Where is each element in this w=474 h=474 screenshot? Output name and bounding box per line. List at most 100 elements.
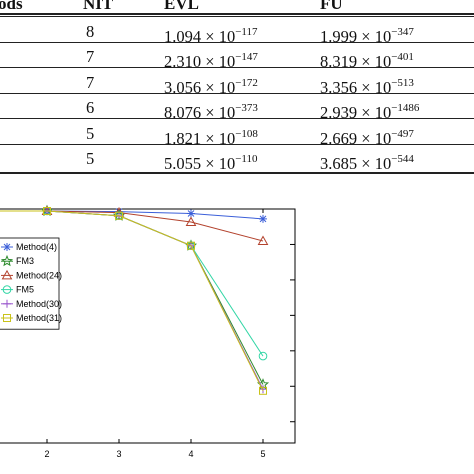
legend-label: Method(31) [16, 313, 62, 323]
times-sign: × [361, 103, 371, 122]
table-bottom-rule [0, 172, 474, 174]
cell-nit: 6 [86, 98, 94, 118]
cell-evl: 3.056 × 10−172 [164, 77, 258, 97]
fu-mantissa: 3.356 [320, 78, 358, 97]
times-sign: × [361, 78, 371, 97]
nit-value: 6 [86, 98, 95, 117]
fu-exponent: −347 [391, 26, 414, 38]
header-methods: ods [0, 0, 23, 13]
cell-evl: 8.076 × 10−373 [164, 102, 258, 122]
times-sign: × [361, 154, 371, 173]
times-sign: × [361, 52, 371, 71]
times-sign: × [205, 103, 215, 122]
cell-nit: 8 [86, 22, 94, 42]
data-point [185, 216, 197, 227]
evl-exponent: −108 [235, 128, 258, 140]
cell-nit: 5 [86, 149, 94, 169]
data-point [259, 215, 267, 223]
table-row-rule [0, 67, 474, 68]
table-header-rule [0, 16, 474, 17]
cell-fu: 3.685 × 10−544 [320, 153, 414, 173]
plot-frame [0, 208, 296, 444]
cell-evl: 1.094 × 10−117 [164, 26, 258, 46]
fu-mantissa: 1.999 [320, 27, 358, 46]
fu-exponent: −497 [391, 128, 414, 140]
data-point [43, 207, 51, 215]
x-tick-label: 3 [116, 449, 121, 459]
header-evl: EVL [164, 0, 199, 13]
evl-mantissa: 2.310 [164, 52, 202, 71]
times-sign: × [205, 154, 215, 173]
cell-nit: 5 [86, 124, 94, 144]
series-line [0, 210, 264, 220]
times-sign: × [205, 78, 215, 97]
data-point [259, 386, 267, 395]
fu-exponent: −1486 [391, 102, 420, 114]
evl-exponent: −373 [235, 102, 258, 114]
chart-legend: Method(4) FM3 Method(24) FM5 Method(30) Metho… [0, 237, 62, 330]
legend-marker [2, 285, 12, 294]
evl-exponent: −110 [235, 153, 258, 165]
evl-exponent: −172 [235, 77, 258, 89]
fu-mantissa: 2.669 [320, 129, 358, 148]
fu-mantissa: 8.319 [320, 52, 358, 71]
cell-evl: 2.310 × 10−147 [164, 51, 258, 71]
data-point [258, 351, 268, 361]
legend-marker [3, 314, 11, 322]
table-row-rule [0, 118, 474, 119]
cell-evl: 1.821 × 10−108 [164, 128, 258, 148]
table-top-rule [0, 13, 474, 15]
legend-marker [1, 269, 13, 280]
series-line [0, 210, 264, 392]
chart-series [0, 204, 270, 395]
times-sign: × [205, 129, 215, 148]
x-tick-label: 4 [188, 449, 193, 459]
x-tick-label: 2 [44, 449, 49, 459]
legend-marker [3, 243, 11, 251]
evl-mantissa: 3.056 [164, 78, 202, 97]
cell-fu: 3.356 × 10−513 [320, 77, 414, 97]
fu-exponent: −401 [391, 51, 414, 63]
fu-exponent: −513 [391, 77, 414, 89]
cell-fu: 2.669 × 10−497 [320, 128, 414, 148]
legend-label: Method(30) [16, 299, 62, 309]
x-tick-label: 5 [260, 449, 265, 459]
times-sign: × [361, 129, 371, 148]
header-nit: NIT [83, 0, 114, 13]
cell-evl: 5.055 × 10−110 [164, 153, 258, 173]
cell-nit: 7 [86, 73, 94, 93]
fu-mantissa: 2.939 [320, 103, 358, 122]
times-sign: × [205, 27, 215, 46]
cell-nit: 7 [86, 47, 94, 67]
data-point [115, 211, 123, 220]
data-point [187, 241, 195, 250]
nit-value: 7 [86, 47, 95, 66]
evl-mantissa: 5.055 [164, 154, 202, 173]
table-row-rule [0, 42, 474, 43]
evl-exponent: −147 [235, 51, 258, 63]
times-sign: × [205, 52, 215, 71]
data-point [257, 235, 269, 245]
table-row-rule [0, 93, 474, 94]
evl-mantissa: 1.821 [164, 129, 202, 148]
nit-value: 5 [86, 124, 95, 143]
cell-fu: 2.939 × 10−1486 [320, 102, 420, 122]
nit-value: 5 [86, 149, 95, 168]
header-fu: FU [320, 0, 343, 13]
legend-label: Method(4) [16, 242, 57, 252]
fu-exponent: −544 [391, 153, 414, 165]
series-method-31- [0, 207, 267, 395]
times-sign: × [361, 27, 371, 46]
legend-label: Method(24) [16, 270, 62, 280]
evl-exponent: −117 [235, 26, 258, 38]
convergence-chart: 2 3 4 5 Method(4) FM3 Method(24) FM5 Method(30)… [0, 204, 296, 459]
legend-label: FM5 [16, 285, 34, 295]
nit-value: 7 [86, 73, 95, 92]
fu-mantissa: 3.685 [320, 154, 358, 173]
evl-mantissa: 8.076 [164, 103, 202, 122]
cell-fu: 8.319 × 10−401 [320, 51, 414, 71]
cell-fu: 1.999 × 10−347 [320, 26, 414, 46]
legend-marker [0, 254, 14, 267]
nit-value: 8 [86, 22, 95, 41]
